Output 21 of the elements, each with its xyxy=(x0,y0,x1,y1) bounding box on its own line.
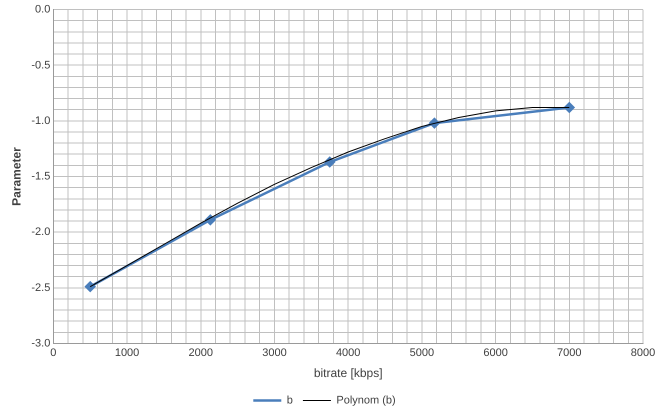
legend-label: Polynom (b) xyxy=(336,394,396,407)
y-tick-label: -2.5 xyxy=(31,282,50,294)
y-tick-label: 0.0 xyxy=(35,4,50,16)
y-tick-label: -2.0 xyxy=(31,226,50,238)
x-tick-label: 0 xyxy=(50,347,56,360)
x-tick-label: 1000 xyxy=(114,347,140,360)
x-tick-label: 7000 xyxy=(557,347,582,360)
x-tick-label: 6000 xyxy=(483,347,508,360)
x-tick-label: 4000 xyxy=(336,347,360,360)
y-axis-title: Parameter xyxy=(10,146,24,206)
y-tick-label: -1.0 xyxy=(31,114,50,127)
x-tick-label: 8000 xyxy=(630,347,656,360)
y-tick-label: -3.0 xyxy=(31,337,50,350)
point xyxy=(84,281,96,292)
y-tick-label: -1.5 xyxy=(31,170,50,183)
x-tick-label: 3000 xyxy=(262,347,287,360)
legend-label: b xyxy=(286,394,293,407)
y-tick-label: -0.5 xyxy=(31,59,50,72)
x-tick-label: 5000 xyxy=(410,347,434,360)
x-axis-title: bitrate [kbps] xyxy=(314,366,383,380)
x-tick-label: 2000 xyxy=(188,347,214,360)
